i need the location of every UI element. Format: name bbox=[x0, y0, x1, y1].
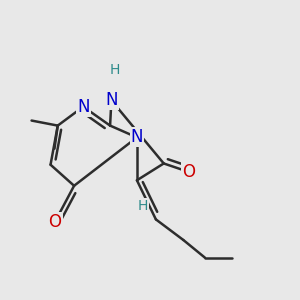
Text: O: O bbox=[182, 163, 195, 181]
Text: O: O bbox=[49, 212, 62, 230]
Text: N: N bbox=[77, 98, 89, 116]
Text: N: N bbox=[105, 92, 118, 110]
Text: H: H bbox=[110, 63, 120, 77]
Text: H: H bbox=[138, 199, 148, 213]
Text: N: N bbox=[131, 128, 143, 146]
